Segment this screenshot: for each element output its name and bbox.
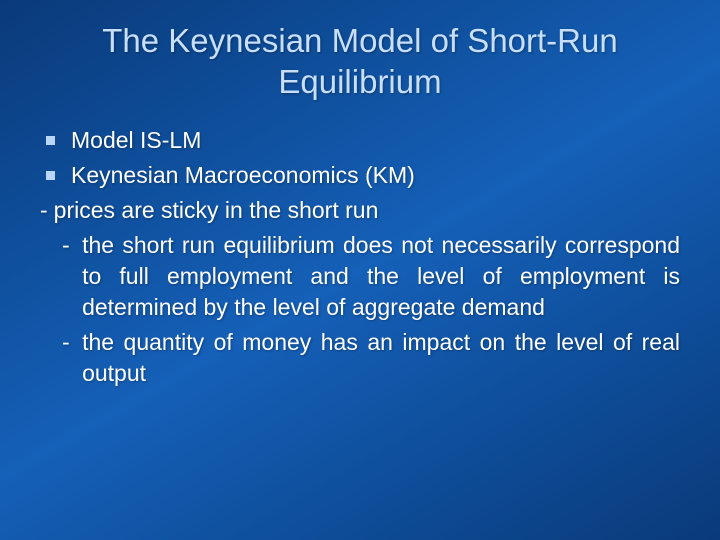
dash-text: the quantity of money has an impact on t…: [82, 327, 680, 389]
dash-text: the short run equilibrium does not neces…: [82, 230, 680, 323]
bullet-text: Keynesian Macroeconomics (KM): [71, 160, 680, 191]
slide: The Keynesian Model of Short-Run Equilib…: [0, 0, 720, 540]
slide-content: Model IS-LM Keynesian Macroeconomics (KM…: [40, 125, 680, 389]
list-item: Model IS-LM: [40, 125, 680, 156]
slide-title: The Keynesian Model of Short-Run Equilib…: [40, 20, 680, 103]
bullet-text: Model IS-LM: [71, 125, 680, 156]
list-item: - the quantity of money has an impact on…: [40, 327, 680, 389]
square-bullet-icon: [46, 171, 55, 180]
square-bullet-icon: [46, 136, 55, 145]
dash-icon: -: [62, 230, 76, 261]
dash-icon: -: [62, 327, 76, 358]
list-item: Keynesian Macroeconomics (KM): [40, 160, 680, 191]
dash-icon: -: [40, 195, 48, 226]
list-item: - the short run equilibrium does not nec…: [40, 230, 680, 323]
list-item: - prices are sticky in the short run: [40, 195, 680, 226]
dash-text: prices are sticky in the short run: [54, 195, 680, 226]
